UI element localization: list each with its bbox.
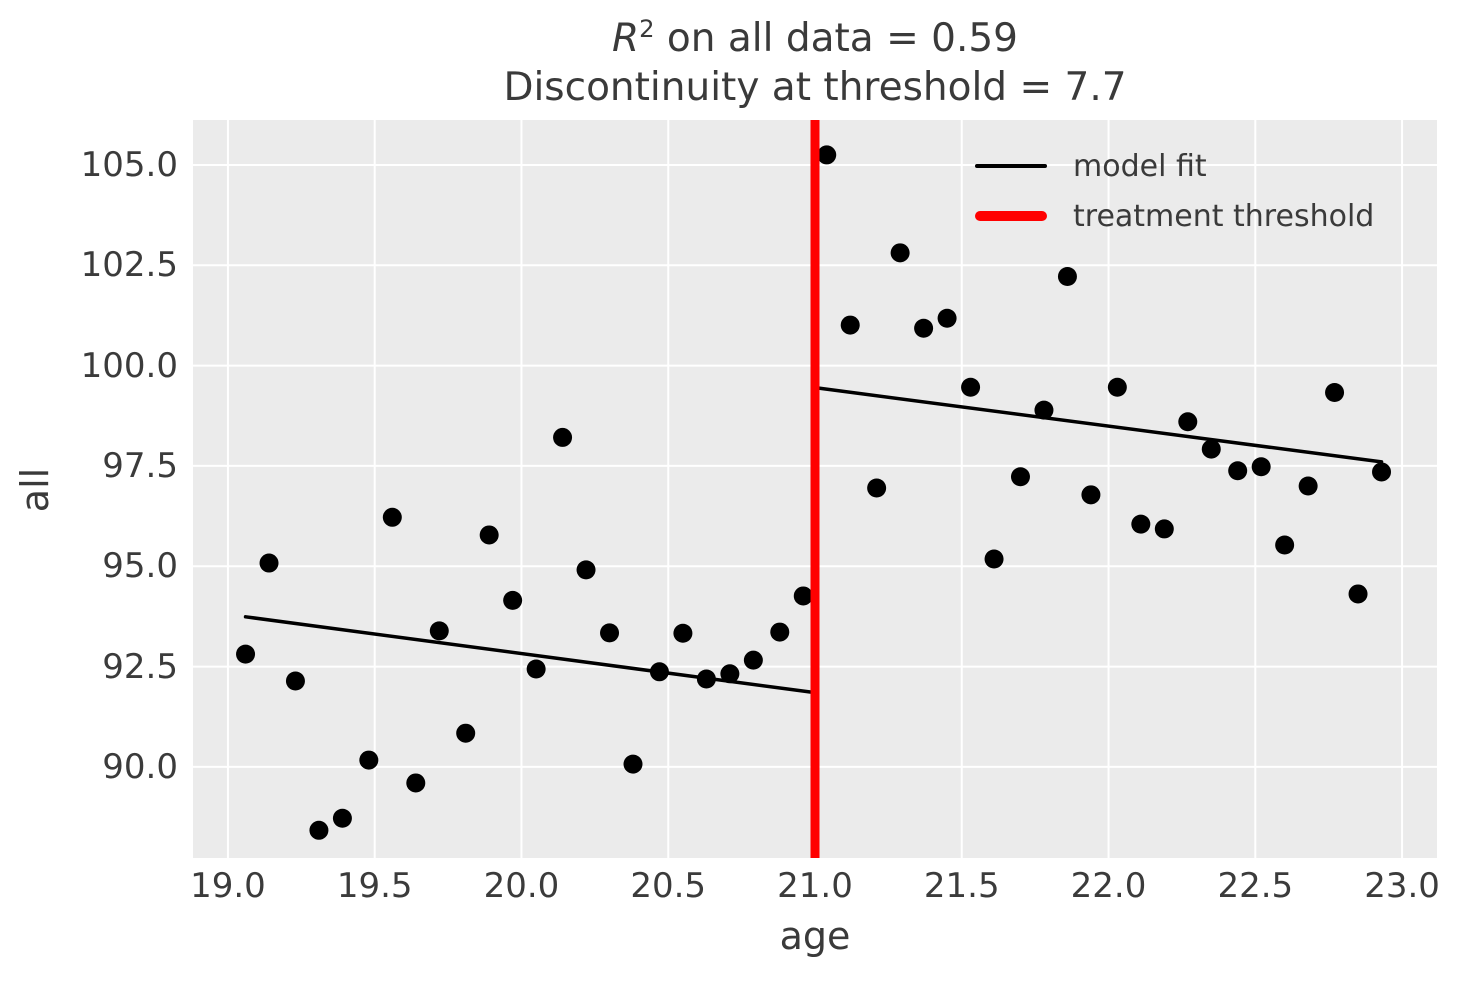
- scatter-point: [1201, 439, 1221, 459]
- scatter-point: [770, 622, 790, 642]
- scatter-point: [696, 669, 716, 689]
- y-tick-label: 92.5: [102, 646, 178, 687]
- scatter-point: [309, 820, 329, 840]
- legend: model fit treatment threshold: [975, 141, 1374, 241]
- scatter-point: [526, 659, 546, 679]
- scatter-point: [984, 549, 1004, 569]
- scatter-point: [1325, 382, 1345, 402]
- scatter-point: [867, 478, 887, 498]
- scatter-point: [623, 754, 643, 774]
- scatter-point: [1348, 584, 1368, 604]
- r-symbol: R: [612, 16, 640, 61]
- scatter-point: [1131, 514, 1151, 534]
- scatter-point: [576, 560, 596, 580]
- treatment-threshold-line-icon: [975, 211, 1047, 221]
- scatter-point: [1081, 485, 1101, 505]
- scatter-point: [743, 650, 763, 670]
- scatter-point: [503, 590, 523, 610]
- scatter-point: [840, 315, 860, 335]
- y-tick-label: 105.0: [80, 144, 178, 185]
- y-tick-label: 97.5: [102, 445, 178, 486]
- y-tick-label: 100.0: [80, 345, 178, 386]
- x-tick-label: 23.0: [1364, 866, 1440, 906]
- scatter-point: [914, 318, 934, 338]
- scatter-point: [600, 623, 620, 643]
- scatter-point: [1107, 377, 1127, 397]
- legend-entry-model-fit: model fit: [975, 141, 1374, 191]
- plot-area: model fit treatment threshold: [193, 120, 1437, 858]
- legend-label-treatment-threshold: treatment threshold: [1073, 198, 1375, 234]
- scatter-point: [332, 808, 352, 828]
- model-fit-line: [243, 615, 817, 695]
- scatter-point: [961, 377, 981, 397]
- legend-entry-treatment-threshold: treatment threshold: [975, 191, 1374, 241]
- x-tick-label: 21.0: [777, 866, 853, 906]
- scatter-point: [1372, 462, 1392, 482]
- title-line1-text: on all data = 0.59: [654, 16, 1018, 61]
- scatter-point: [793, 586, 813, 606]
- scatter-point: [1251, 457, 1271, 477]
- model-fit-line: [813, 385, 1384, 464]
- scatter-point: [236, 644, 256, 664]
- y-tick-label: 90.0: [102, 746, 178, 787]
- plot-canvas: [193, 120, 1437, 858]
- x-tick-label: 20.5: [630, 866, 707, 906]
- scatter-point: [479, 525, 499, 545]
- x-tick-label: 20.0: [483, 866, 560, 906]
- legend-label-model-fit: model fit: [1073, 148, 1207, 184]
- scatter-point: [456, 723, 476, 743]
- scatter-point: [720, 664, 740, 684]
- scatter-point: [259, 553, 279, 573]
- scatter-point: [285, 671, 305, 691]
- x-tick-label: 22.0: [1070, 866, 1147, 906]
- x-tick-label: 19.5: [336, 866, 413, 906]
- r-exponent: 2: [639, 15, 655, 43]
- chart-title: R2 on all data = 0.59 Discontinuity at t…: [193, 14, 1437, 112]
- scatter-point: [1178, 412, 1198, 432]
- x-axis-label: age: [779, 914, 851, 958]
- scatter-point: [890, 243, 910, 263]
- y-tick-label: 102.5: [80, 245, 178, 286]
- model-fit-line-icon: [975, 164, 1047, 168]
- scatter-point: [649, 662, 669, 682]
- chart-title-line1: R2 on all data = 0.59: [193, 14, 1437, 63]
- x-tick-label: 19.0: [190, 866, 266, 906]
- chart-title-line2: Discontinuity at threshold = 7.7: [503, 65, 1127, 110]
- scatter-point: [406, 773, 426, 793]
- x-tick-label: 22.5: [1217, 866, 1294, 906]
- scatter-point: [1154, 519, 1174, 539]
- scatter-point: [1057, 267, 1077, 287]
- scatter-point: [1010, 467, 1030, 487]
- scatter-point: [1275, 535, 1295, 555]
- scatter-point: [673, 623, 693, 643]
- scatter-point: [1034, 400, 1054, 420]
- scatter-point: [937, 308, 957, 328]
- y-tick-label: 95.0: [102, 546, 178, 587]
- scatter-point: [553, 427, 573, 447]
- scatter-point: [1298, 476, 1318, 496]
- scatter-point: [1228, 461, 1248, 481]
- scatter-point: [382, 507, 402, 527]
- scatter-point: [817, 145, 837, 165]
- scatter-point: [359, 750, 379, 770]
- x-tick-label: 21.5: [923, 866, 1000, 906]
- scatter-point: [429, 621, 449, 641]
